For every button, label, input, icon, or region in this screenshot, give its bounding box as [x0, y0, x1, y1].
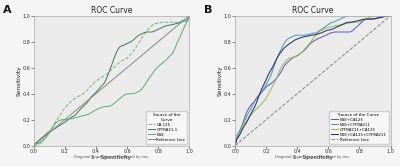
Title: ROC Curve: ROC Curve — [91, 6, 132, 15]
Legend: NSE+CA125, NSE+CYFRA211, CYFRA211+CA125, NSE+CA125+CYFRA211, Reference Line: NSE+CA125, NSE+CYFRA211, CYFRA211+CA125,… — [329, 111, 389, 144]
Y-axis label: Sensitivity: Sensitivity — [16, 65, 21, 96]
X-axis label: 1 - Specificity: 1 - Specificity — [92, 155, 132, 161]
Text: A: A — [3, 5, 11, 15]
Title: ROC Curve: ROC Curve — [292, 6, 334, 15]
X-axis label: 1 - Specificity: 1 - Specificity — [293, 155, 333, 161]
Legend: CA-125, CYFRA21-1, NSE, Reference Line: CA-125, CYFRA21-1, NSE, Reference Line — [146, 111, 187, 144]
Text: Diagonal segments are produced by ties.: Diagonal segments are produced by ties. — [275, 155, 350, 159]
Text: B: B — [204, 5, 212, 15]
Text: Diagonal segments are produced by ties.: Diagonal segments are produced by ties. — [74, 155, 149, 159]
Y-axis label: Sensitivity: Sensitivity — [218, 65, 222, 96]
